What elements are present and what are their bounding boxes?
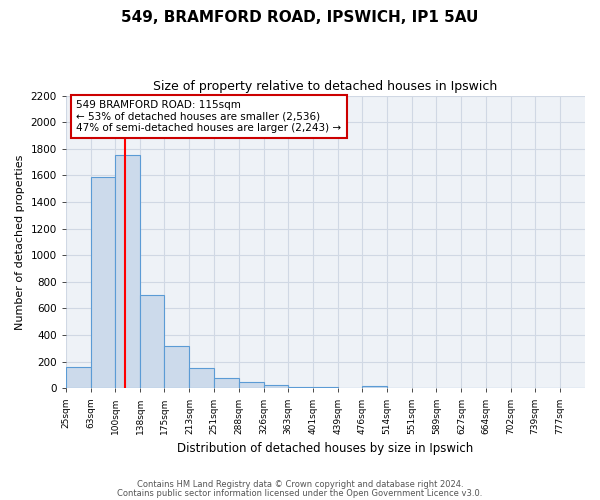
Bar	[263, 385, 288, 388]
Bar	[288, 387, 313, 388]
Bar	[115, 155, 140, 388]
Bar	[91, 176, 115, 388]
Bar	[190, 368, 214, 388]
Text: 549 BRAMFORD ROAD: 115sqm
← 53% of detached houses are smaller (2,536)
47% of se: 549 BRAMFORD ROAD: 115sqm ← 53% of detac…	[76, 100, 341, 133]
Bar	[313, 387, 338, 388]
Text: Contains HM Land Registry data © Crown copyright and database right 2024.: Contains HM Land Registry data © Crown c…	[137, 480, 463, 489]
X-axis label: Distribution of detached houses by size in Ipswich: Distribution of detached houses by size …	[177, 442, 473, 455]
Text: 549, BRAMFORD ROAD, IPSWICH, IP1 5AU: 549, BRAMFORD ROAD, IPSWICH, IP1 5AU	[121, 10, 479, 25]
Text: Contains public sector information licensed under the Open Government Licence v3: Contains public sector information licen…	[118, 490, 482, 498]
Title: Size of property relative to detached houses in Ipswich: Size of property relative to detached ho…	[153, 80, 497, 93]
Bar	[140, 295, 164, 388]
Y-axis label: Number of detached properties: Number of detached properties	[15, 154, 25, 330]
Bar	[164, 346, 190, 389]
Bar	[239, 382, 263, 388]
Bar	[362, 386, 387, 388]
Bar	[214, 378, 239, 388]
Bar	[66, 367, 91, 388]
